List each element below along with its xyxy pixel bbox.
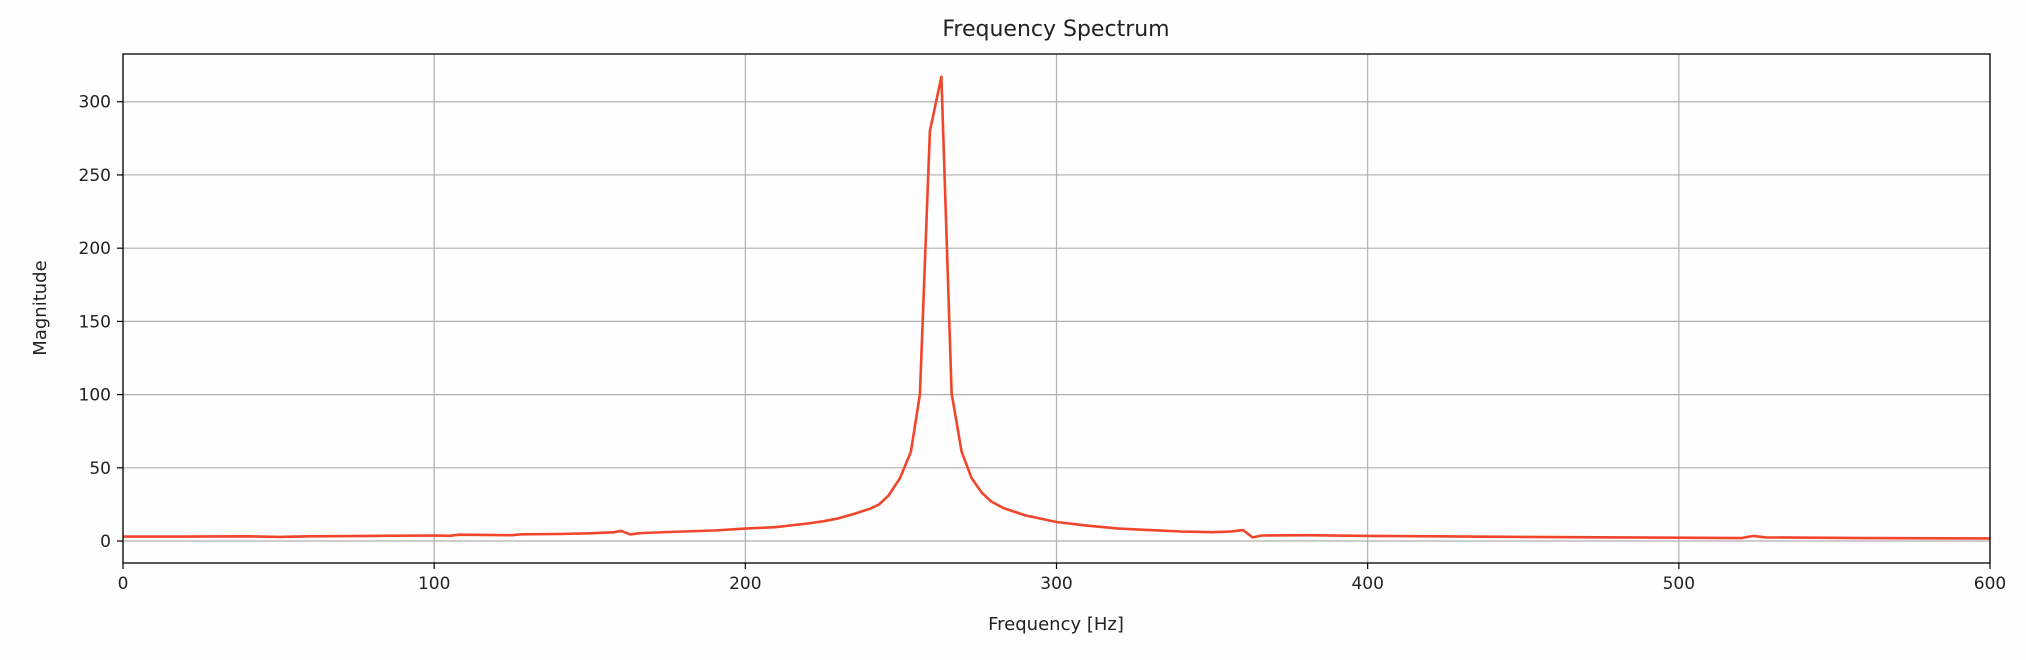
y-tick-label: 150 — [79, 312, 111, 332]
chart-title: Frequency Spectrum — [942, 17, 1169, 42]
y-tick-label: 250 — [79, 166, 111, 186]
x-tick-label: 300 — [1040, 574, 1072, 594]
grid — [122, 54, 1991, 563]
x-tick-label: 200 — [729, 574, 761, 594]
x-axis-label: Frequency [Hz] — [988, 614, 1124, 635]
spectrum-line — [123, 75, 1991, 540]
x-axis: 0 100 200 300 400 500 600 — [118, 563, 2006, 594]
y-axis-label: Magnitude — [30, 260, 51, 355]
x-tick-label: 400 — [1351, 574, 1383, 594]
x-tick-label: 500 — [1663, 574, 1695, 594]
y-tick-label: 300 — [79, 93, 111, 113]
y-tick-label: 50 — [89, 459, 111, 479]
series-layer — [123, 75, 1991, 540]
y-tick-label: 0 — [100, 532, 111, 552]
y-tick-label: 100 — [79, 386, 111, 406]
x-tick-label: 0 — [118, 574, 129, 594]
x-tick-label: 600 — [1974, 574, 2006, 594]
x-tick-label: 100 — [418, 574, 450, 594]
y-tick-label: 200 — [79, 239, 111, 259]
y-axis: 0 50 100 150 200 250 300 — [79, 93, 123, 552]
